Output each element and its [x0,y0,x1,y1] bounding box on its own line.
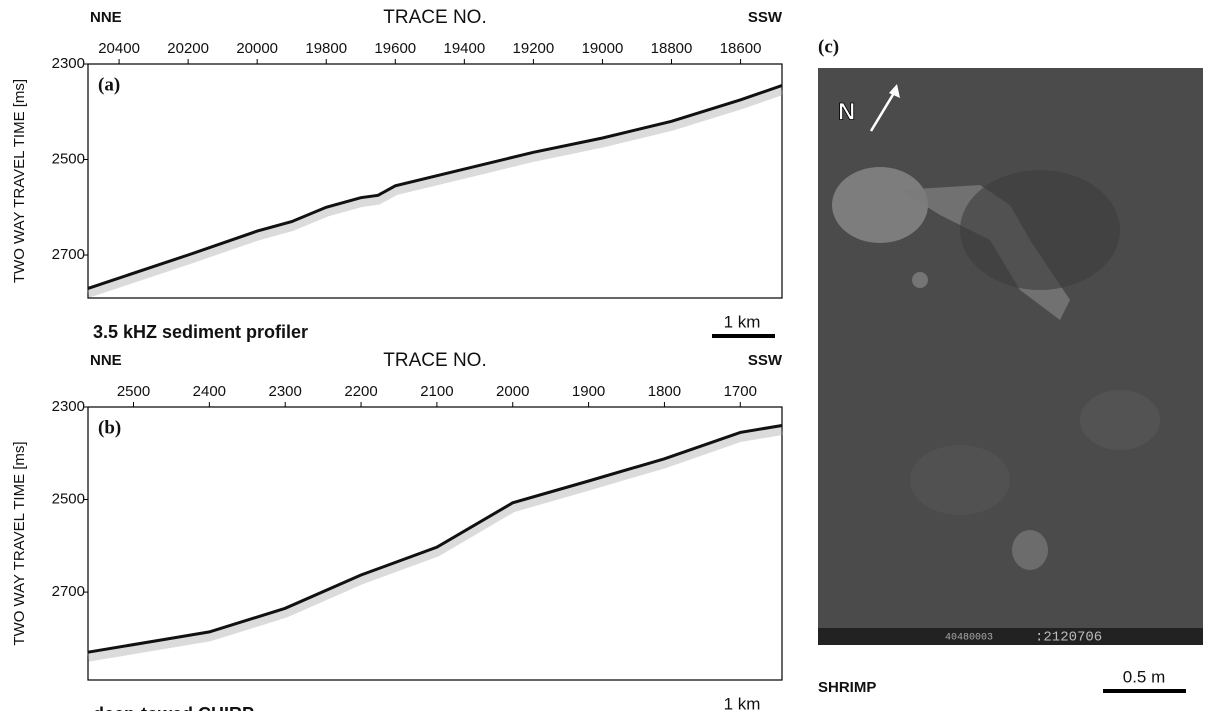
direction-right: SSW [748,352,783,369]
direction-right: SSW [748,9,783,26]
scale-label: 1 km [724,312,761,331]
x-tick-label: 2000 [496,383,529,400]
x-tick-label: 18800 [651,40,693,57]
y-tick-label: 2700 [52,583,85,600]
direction-left: NNE [90,352,122,369]
plot-frame [87,63,783,299]
stamp-text: 40480003 [945,633,993,644]
photo-panel: 40480003 :2120706 N (c) SHRIMP 0.5 m [818,36,1203,696]
y-axis-title: TWO WAY TRAVEL TIME [ms] [11,79,28,283]
x-tick-label: 2200 [344,383,377,400]
panel-label: (b) [98,417,121,438]
panel-label: (c) [818,36,839,57]
direction-left: NNE [90,9,122,26]
y-tick-label: 2300 [52,55,85,72]
north-arrow [869,87,899,132]
x-tick-label: 20400 [98,40,140,57]
x-tick-label: 20200 [167,40,209,57]
y-tick-label: 2700 [52,246,85,263]
y-tick-label: 2500 [52,491,85,508]
light-spot [1080,390,1160,450]
light-spot [910,445,1010,515]
scale-label: 0.5 m [1123,667,1166,686]
x-tick-label: 2100 [420,383,453,400]
stamp-strip [818,628,1203,645]
reflector [87,424,783,654]
x-tick-label: 1800 [648,383,681,400]
y-tick-label: 2500 [52,150,85,167]
x-tick-label: 2300 [269,383,302,400]
x-tick-label: 19400 [443,40,485,57]
y-tick-label: 2300 [52,398,85,415]
panel-label: (a) [98,74,120,95]
axis-title: TRACE NO. [383,350,486,371]
x-tick-label: 19000 [582,40,624,57]
x-tick-label: 20000 [236,40,278,57]
north-arrowhead [889,84,900,98]
x-tick-label: 1700 [724,383,757,400]
x-tick-label: 2500 [117,383,150,400]
scale-label: 1 km [724,694,761,711]
seafloor-photo [818,68,1203,645]
reflector [87,84,783,290]
dark-patch [960,170,1120,290]
photo-caption: SHRIMP [818,679,876,696]
x-tick-label: 19800 [305,40,347,57]
panel-caption: 3.5 kHZ sediment profiler [93,322,308,342]
reflector-shadow [87,426,783,662]
x-tick-label: 19600 [374,40,416,57]
light-spot [912,272,928,288]
axis-title: TRACE NO. [383,7,486,28]
sediment-patch [832,167,928,243]
panel-caption: deep-towed CHIRP [93,704,254,711]
plot-frame [87,406,783,681]
light-spot [1012,530,1048,570]
x-tick-label: 18600 [720,40,762,57]
y-axis-title: TWO WAY TRAVEL TIME [ms] [11,441,28,645]
x-tick-label: 2400 [193,383,226,400]
north-label: N [838,98,855,125]
stamp-text: :2120706 [1035,630,1102,646]
x-tick-label: 19200 [513,40,555,57]
x-tick-label: 1900 [572,383,605,400]
reflector-shadow [86,86,784,298]
